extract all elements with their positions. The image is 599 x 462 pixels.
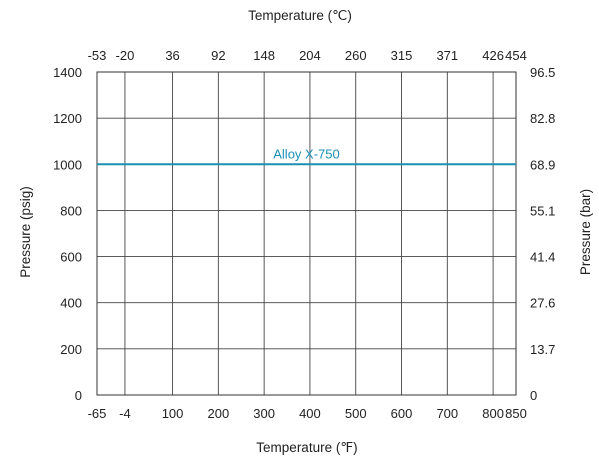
- left-tick-label: 1400: [53, 65, 82, 80]
- top-axis-title: Temperature (℃): [248, 8, 352, 23]
- top-tick-label: 371: [436, 48, 458, 63]
- top-tick-label: 260: [345, 48, 367, 63]
- top-tick-labels: -53 -20 36 92 148 204 260 315 371 426 454: [88, 48, 527, 63]
- left-tick-label: 200: [60, 342, 82, 357]
- top-tick-label: 315: [391, 48, 413, 63]
- right-tick-label: 82.8: [530, 111, 555, 126]
- right-tick-label: 13.7: [530, 342, 555, 357]
- right-tick-label: 0: [530, 388, 537, 403]
- series-label: Alloy X-750: [273, 146, 339, 161]
- top-tick-label: 426: [482, 48, 504, 63]
- bottom-tick-label: 800: [482, 406, 504, 421]
- top-tick-label: 204: [299, 48, 321, 63]
- bottom-tick-label: 600: [391, 406, 413, 421]
- left-tick-label: 1000: [53, 157, 82, 172]
- bottom-tick-labels: -65 -4 100 200 300 400 500 600 700 800 850: [88, 406, 527, 421]
- series-layer: Alloy X-750: [97, 146, 516, 166]
- top-tick-label: -53: [88, 48, 107, 63]
- right-tick-labels: 0 13.7 27.6 41.4 55.1 68.9 82.8 96.5: [530, 65, 555, 403]
- top-tick-label: 92: [211, 48, 225, 63]
- top-tick-label: -20: [116, 48, 135, 63]
- bottom-tick-label: 700: [436, 406, 458, 421]
- bottom-tick-label: -4: [119, 406, 131, 421]
- right-axis-title: Pressure (bar): [578, 189, 593, 275]
- bottom-tick-label: 100: [162, 406, 184, 421]
- left-tick-label: 400: [60, 296, 82, 311]
- right-tick-label: 27.6: [530, 296, 555, 311]
- left-axis-title: Pressure (psig): [18, 186, 33, 278]
- grid: [97, 72, 516, 395]
- bottom-tick-label: 850: [505, 406, 527, 421]
- right-tick-label: 55.1: [530, 203, 555, 218]
- right-tick-label: 68.9: [530, 157, 555, 172]
- bottom-tick-label: 500: [345, 406, 367, 421]
- left-tick-label: 600: [60, 250, 82, 265]
- right-tick-label: 96.5: [530, 65, 555, 80]
- bottom-tick-label: -65: [88, 406, 107, 421]
- top-tick-label: 36: [165, 48, 179, 63]
- top-tick-label: 148: [253, 48, 275, 63]
- bottom-axis-title: Temperature (℉): [256, 440, 357, 455]
- bottom-tick-label: 300: [253, 406, 275, 421]
- left-tick-label: 800: [60, 203, 82, 218]
- left-tick-labels: 0 200 400 600 800 1000 1200 1400: [53, 65, 82, 403]
- left-tick-label: 0: [75, 388, 82, 403]
- bottom-tick-label: 200: [207, 406, 229, 421]
- plot-frame: [96, 71, 517, 396]
- bottom-tick-label: 400: [299, 406, 321, 421]
- right-tick-label: 41.4: [530, 250, 555, 265]
- top-tick-label: 454: [505, 48, 527, 63]
- left-tick-label: 1200: [53, 111, 82, 126]
